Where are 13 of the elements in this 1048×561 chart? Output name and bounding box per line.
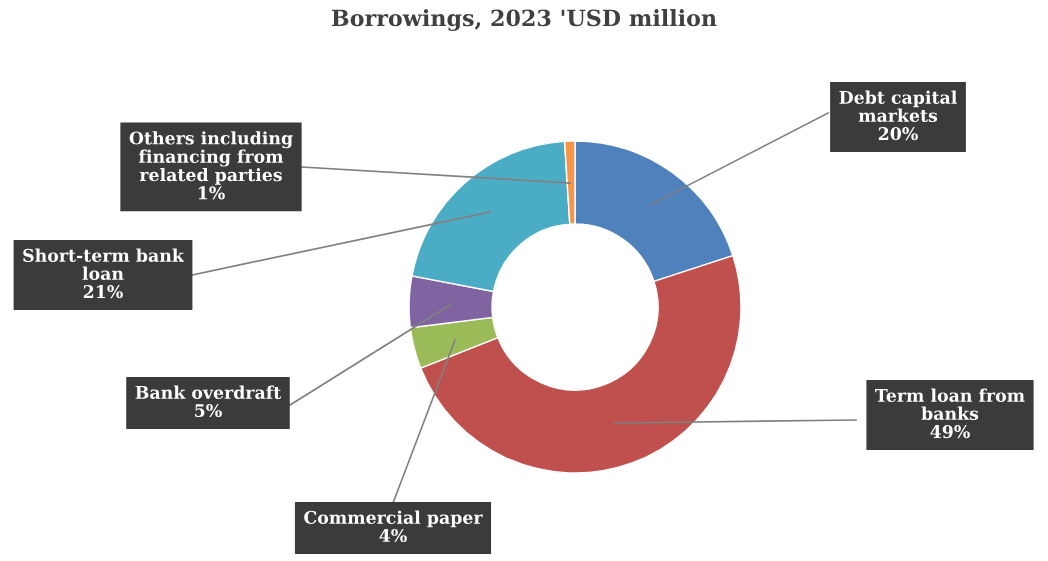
slice-label: Commercial paper [304,510,483,528]
slice-label: Short-term bank loan [23,248,185,281]
data-label: 5% [195,403,222,418]
data-label: 49% [930,425,970,439]
chart-title: Borrowings, 2023 'USD million [331,9,717,31]
slice-label: Debt capital markets [839,90,957,123]
data-label: 21% [83,285,123,299]
slice-label: Others including financing from related parties [129,131,293,185]
data-label: 4% [379,528,407,543]
slice-label: Bank overdraft [135,385,282,399]
data-label: 20% [878,127,918,141]
data-label: 1% [198,186,225,200]
slice-label: Term loan from banks [875,388,1025,421]
